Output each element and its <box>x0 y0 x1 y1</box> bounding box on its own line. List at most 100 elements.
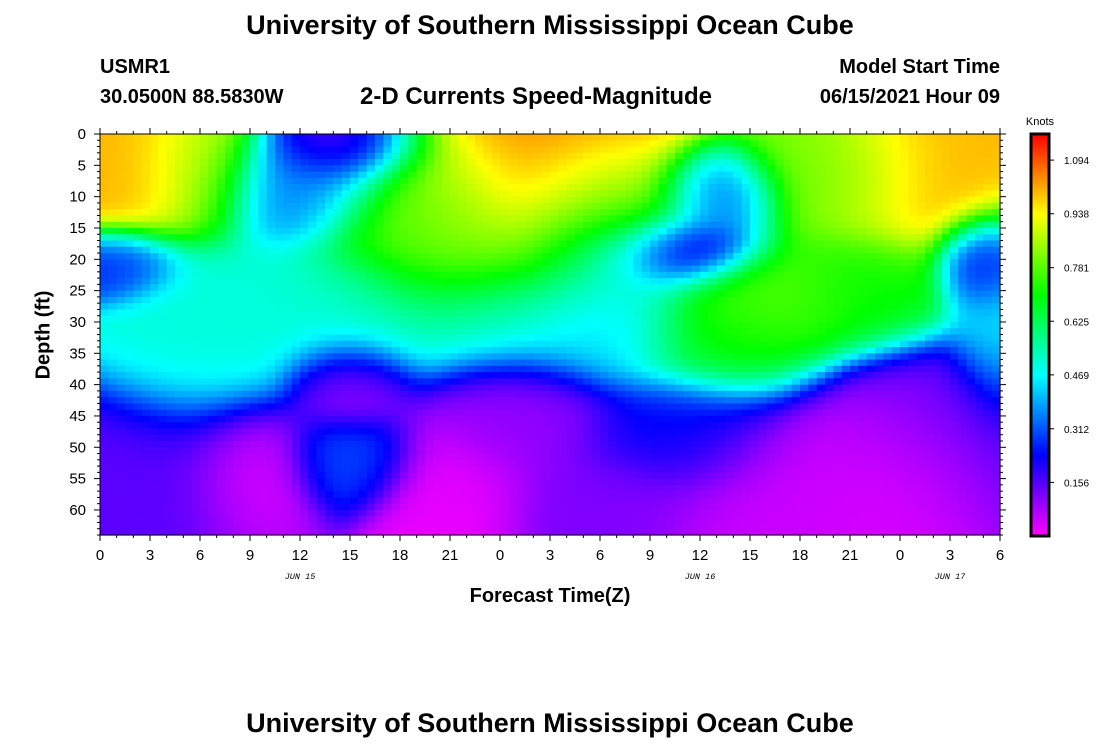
heatmap-cell <box>125 478 134 486</box>
heatmap-cell <box>291 347 301 354</box>
heatmap-cell <box>216 365 226 373</box>
heatmap-cell <box>475 177 484 185</box>
heatmap-cell <box>616 265 626 273</box>
heatmap-cell <box>475 340 484 348</box>
heatmap-cell <box>558 290 568 298</box>
heatmap-cell <box>208 334 218 342</box>
heatmap-cell <box>300 171 309 179</box>
heatmap-cell <box>683 378 693 386</box>
heatmap-cell <box>491 328 501 336</box>
heatmap-cell <box>533 340 543 348</box>
heatmap-cell <box>650 397 659 405</box>
heatmap-cell <box>325 296 334 304</box>
heatmap-cell <box>133 428 143 436</box>
heatmap-cell <box>708 340 718 348</box>
heatmap-cell <box>666 165 676 173</box>
heatmap-cell <box>141 328 151 336</box>
heatmap-cell <box>666 466 676 473</box>
heatmap-cell <box>325 447 334 455</box>
heatmap-cell <box>708 447 718 455</box>
heatmap-cell <box>550 372 559 379</box>
heatmap-cell <box>708 165 718 173</box>
heatmap-cell <box>358 296 368 304</box>
heatmap-cell <box>425 359 434 367</box>
heatmap-cell <box>675 447 684 455</box>
heatmap-cell <box>525 152 534 160</box>
heatmap-cell <box>266 265 276 273</box>
heatmap-cell <box>641 271 651 279</box>
heatmap-cell <box>166 509 176 517</box>
heatmap-cell <box>491 227 501 235</box>
heatmap-cell <box>725 384 734 392</box>
heatmap-cell <box>566 246 576 254</box>
heatmap-cell <box>391 516 401 524</box>
heatmap-cell <box>716 202 726 210</box>
heatmap-cell <box>716 372 726 379</box>
heatmap-cell <box>508 522 518 530</box>
heatmap-cell <box>375 372 384 379</box>
heatmap-cell <box>400 403 409 411</box>
heatmap-cell <box>541 516 551 524</box>
heatmap-cell <box>541 340 551 348</box>
heatmap-cell <box>141 240 151 248</box>
heatmap-cell <box>383 353 393 361</box>
heatmap-cell <box>391 522 401 530</box>
heatmap-cell <box>575 347 584 354</box>
heatmap-cell <box>708 296 718 304</box>
heatmap-cell <box>441 491 451 499</box>
heatmap-cell <box>691 472 701 480</box>
heatmap-cell <box>733 415 743 423</box>
heatmap-cell <box>108 334 118 342</box>
heatmap-cell <box>500 447 509 455</box>
heatmap-cell <box>525 315 534 323</box>
heatmap-cell <box>658 491 668 499</box>
heatmap-cell <box>425 453 434 461</box>
heatmap-cell <box>216 202 226 210</box>
heatmap-cell <box>725 353 734 361</box>
heatmap-cell <box>483 503 493 511</box>
heatmap-cell <box>408 372 418 379</box>
heatmap-cell <box>275 284 284 292</box>
heatmap-cell <box>400 152 409 160</box>
heatmap-cell <box>525 227 534 235</box>
heatmap-cell <box>266 321 276 329</box>
heatmap-cell <box>675 503 684 511</box>
heatmap-cell <box>616 428 626 436</box>
heatmap-cell <box>675 253 684 260</box>
heatmap-cell <box>658 516 668 524</box>
heatmap-cell <box>675 177 684 185</box>
heatmap-cell <box>258 227 268 235</box>
heatmap-cell <box>508 422 518 430</box>
heatmap-cell <box>333 265 343 273</box>
heatmap-cell <box>541 434 551 442</box>
heatmap-cell <box>266 353 276 361</box>
heatmap-cell <box>366 215 376 223</box>
heatmap-cell <box>650 403 659 411</box>
heatmap-cell <box>658 240 668 248</box>
heatmap-cell <box>733 190 743 198</box>
heatmap-cell <box>658 472 668 480</box>
heatmap-cell <box>575 340 584 348</box>
heatmap-cell <box>700 422 709 430</box>
heatmap-cell <box>266 365 276 373</box>
heatmap-cell <box>733 334 743 342</box>
heatmap-cell <box>666 447 676 455</box>
heatmap-cell <box>408 171 418 179</box>
heatmap-cell <box>108 441 118 448</box>
heatmap-cell <box>241 177 251 185</box>
heatmap-cell <box>175 428 184 436</box>
heatmap-cell <box>425 177 434 185</box>
heatmap-cell <box>316 309 326 317</box>
heatmap-cell <box>716 234 726 242</box>
heatmap-cell <box>516 422 526 430</box>
heatmap-cell <box>533 309 543 317</box>
heatmap-cell <box>475 227 484 235</box>
heatmap-cell <box>491 246 501 254</box>
heatmap-cell <box>291 453 301 461</box>
heatmap-cell <box>533 491 543 499</box>
heatmap-cell <box>641 497 651 505</box>
heatmap-cell <box>133 146 143 154</box>
heatmap-cell <box>625 321 634 329</box>
heatmap-cell <box>375 134 384 141</box>
heatmap-cell <box>716 171 726 179</box>
